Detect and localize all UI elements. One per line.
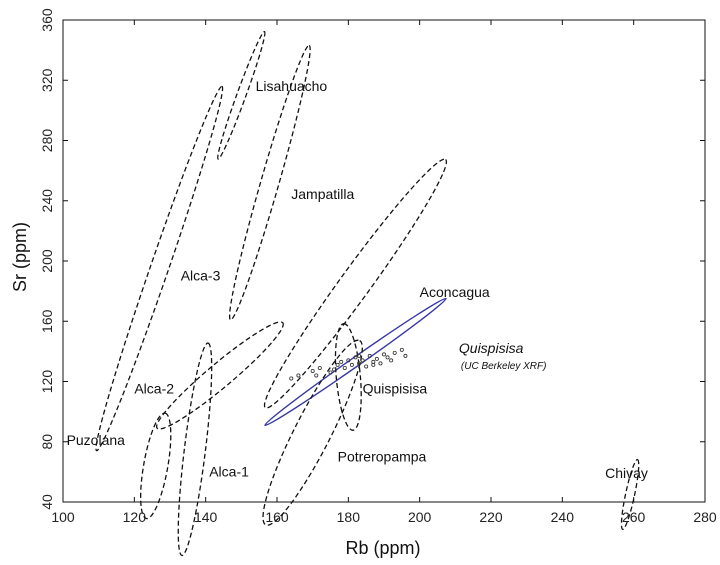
group-labels: Lisahuacho Jampatilla Alca-3 Aconcagua Quisp… (67, 78, 648, 481)
data-point (403, 353, 408, 358)
data-point (378, 361, 383, 366)
y-tick-label: 200 (39, 249, 55, 273)
x-tick-label: 280 (693, 509, 717, 525)
label-quispisisa: Quispisisa (363, 381, 428, 397)
x-axis-title: Rb (ppm) (345, 538, 420, 558)
ellipse-chivay (620, 458, 640, 531)
ellipse-alca-1 (177, 342, 213, 557)
data-point (360, 358, 365, 363)
x-tick-label: 120 (123, 509, 147, 525)
label-chivay: Chivay (605, 465, 648, 481)
ellipse-quispisisa (334, 323, 362, 431)
plot-area (62, 19, 706, 503)
ellipse-puzolana (140, 412, 172, 520)
ellipse-lisahuacho (217, 30, 266, 160)
label-quispisisa-xrf: Quispisisa (459, 340, 524, 356)
data-point (339, 359, 344, 364)
y-tick-label: 160 (39, 309, 55, 333)
y-tick-label: 40 (39, 494, 55, 510)
plot-frame (62, 19, 706, 503)
data-point (385, 355, 390, 360)
data-point (392, 350, 397, 355)
y-tick-label: 120 (39, 370, 55, 394)
label-puzolana: Puzolana (67, 432, 126, 448)
x-tick-label: 180 (337, 509, 361, 525)
data-point (364, 364, 369, 369)
ellipse-aconcagua (263, 158, 448, 409)
y-tick-label: 360 (39, 8, 55, 32)
data-point (314, 373, 319, 378)
data-point (367, 353, 372, 358)
x-tick-label: 260 (622, 509, 646, 525)
data-point (371, 362, 376, 367)
data-point (353, 355, 358, 360)
label-alca-2: Alca-2 (134, 381, 174, 397)
x-tick-label: 240 (551, 509, 575, 525)
data-point (346, 358, 351, 363)
y-tick-label: 320 (39, 68, 55, 92)
y-axis: 40 80 120 160 200 240 280 320 360 (39, 8, 705, 510)
label-lisahuacho: Lisahuacho (256, 78, 328, 94)
ellipse-quispisisa-xrf (264, 297, 447, 427)
data-point (399, 347, 404, 352)
note-quispisisa-xrf: (UC Berkeley XRF) (461, 361, 547, 372)
data-point (335, 362, 340, 367)
y-tick-label: 80 (39, 434, 55, 450)
data-point (289, 376, 294, 381)
label-alca-3: Alca-3 (181, 268, 221, 284)
data-point (357, 353, 362, 358)
sample-points (289, 347, 408, 381)
data-point (317, 365, 322, 370)
data-point (381, 352, 386, 357)
x-tick-label: 100 (51, 509, 75, 525)
y-tick-label: 240 (39, 189, 55, 213)
group-ellipses (95, 30, 640, 557)
data-point (342, 365, 347, 370)
x-tick-label: 140 (194, 509, 218, 525)
x-tick-label: 200 (408, 509, 432, 525)
data-point (296, 373, 301, 378)
label-alca-1: Alca-1 (209, 463, 249, 479)
data-point (389, 358, 394, 363)
data-point (357, 361, 362, 366)
x-tick-label: 220 (479, 509, 503, 525)
label-jampatilla: Jampatilla (291, 186, 354, 202)
ellipse-alca-3 (95, 85, 224, 452)
data-point (310, 368, 315, 373)
data-point (328, 370, 333, 375)
x-tick-label: 160 (265, 509, 289, 525)
data-point (332, 367, 337, 372)
label-potreropampa: Potreropampa (338, 448, 427, 464)
ellipse-alca-2 (155, 321, 284, 430)
data-point (349, 362, 354, 367)
y-tick-label: 280 (39, 129, 55, 153)
y-axis-title: Sr (ppm) (10, 222, 30, 292)
label-aconcagua: Aconcagua (420, 284, 490, 300)
data-point (374, 356, 379, 361)
